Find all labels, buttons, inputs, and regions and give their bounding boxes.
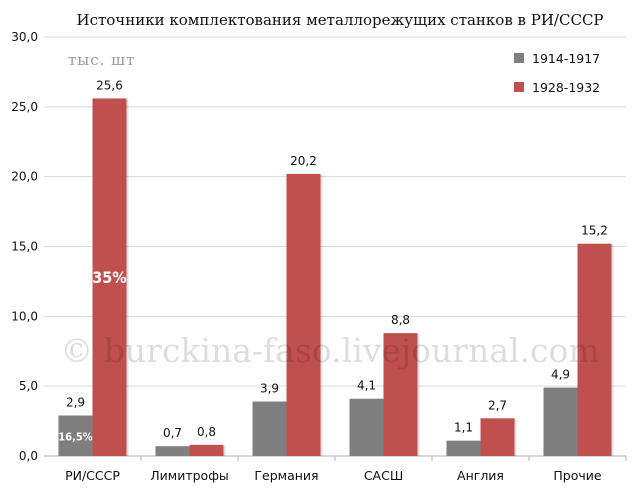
y-tick-label: 20,0 bbox=[11, 170, 38, 184]
bar-1928-1932-германия bbox=[286, 173, 321, 456]
data-label: 4,9 bbox=[551, 368, 570, 382]
legend-label-1914-1917: 1914-1917 bbox=[532, 51, 600, 66]
data-label: 4,1 bbox=[357, 379, 376, 393]
data-label: 2,7 bbox=[488, 398, 507, 412]
bars bbox=[58, 98, 614, 456]
grid bbox=[44, 36, 626, 457]
y-tick-label: 15,0 bbox=[11, 240, 38, 254]
bar-1914-1917-германия bbox=[252, 401, 287, 456]
x-tick-label: САСШ bbox=[364, 468, 403, 483]
y-tick-label: 0,0 bbox=[19, 449, 38, 463]
data-label: 8,8 bbox=[391, 313, 410, 327]
y-tick-label: 5,0 bbox=[19, 379, 38, 393]
data-label: 2,9 bbox=[66, 395, 85, 409]
bar-1914-1917-сасш bbox=[349, 398, 384, 456]
bar-1928-1932-сасш bbox=[383, 333, 418, 456]
share-annotation: 16,5% bbox=[58, 431, 92, 444]
y-tick-label: 30,0 bbox=[11, 30, 38, 44]
x-tick-label: Германия bbox=[254, 468, 318, 483]
legend-swatch-1928-1932 bbox=[514, 82, 524, 92]
x-tick-label: Лимитрофы bbox=[150, 468, 229, 483]
x-tick-label: РИ/СССР bbox=[65, 468, 120, 483]
watermark: © burckina-faso.livejournal.com bbox=[60, 331, 599, 370]
legend-label-1928-1932: 1928-1932 bbox=[532, 80, 600, 95]
y-axis-ticks: 0,0 5,0 10,0 15,0 20,0 25,0 30,0 bbox=[11, 30, 38, 463]
bar-1914-1917-прочие bbox=[543, 387, 578, 456]
legend-swatch-1914-1917 bbox=[514, 53, 524, 63]
data-label: 0,7 bbox=[163, 426, 182, 440]
x-tick-label: Прочие bbox=[553, 468, 601, 483]
bar-1914-1917-ри-ссср bbox=[58, 415, 93, 456]
x-axis-ticks: РИ/СССР Лимитрофы Германия САСШ Англия Прочие bbox=[65, 456, 627, 483]
bar-1928-1932-ри-ссср bbox=[92, 98, 127, 456]
bar-1914-1917-лимитрофы bbox=[155, 446, 190, 456]
share-annotation: 35% bbox=[92, 268, 126, 287]
bar-1914-1917-англия bbox=[446, 440, 481, 456]
bar-1928-1932-прочие bbox=[577, 243, 612, 456]
y-tick-label: 25,0 bbox=[11, 100, 38, 114]
data-labels: 2,9 25,6 0,7 0,8 3,9 20,2 4,1 8,8 1,1 2,7 4,9 15,2 1… bbox=[58, 78, 608, 443]
data-label: 15,2 bbox=[581, 224, 608, 238]
data-label: 20,2 bbox=[290, 154, 317, 168]
data-label: 0,8 bbox=[197, 425, 216, 439]
legend: 1914-1917 1928-1932 bbox=[514, 51, 600, 95]
data-label: 3,9 bbox=[260, 382, 279, 396]
data-label: 25,6 bbox=[96, 78, 123, 92]
data-label: 1,1 bbox=[454, 421, 473, 435]
y-tick-label: 10,0 bbox=[11, 309, 38, 323]
bar-1928-1932-англия bbox=[480, 418, 515, 456]
units-label: тыс. шт bbox=[68, 51, 135, 69]
bar-1928-1932-лимитрофы bbox=[189, 444, 224, 456]
x-tick-label: Англия bbox=[457, 468, 504, 483]
chart-title: Источники комплектования металлорежущих … bbox=[76, 11, 603, 29]
